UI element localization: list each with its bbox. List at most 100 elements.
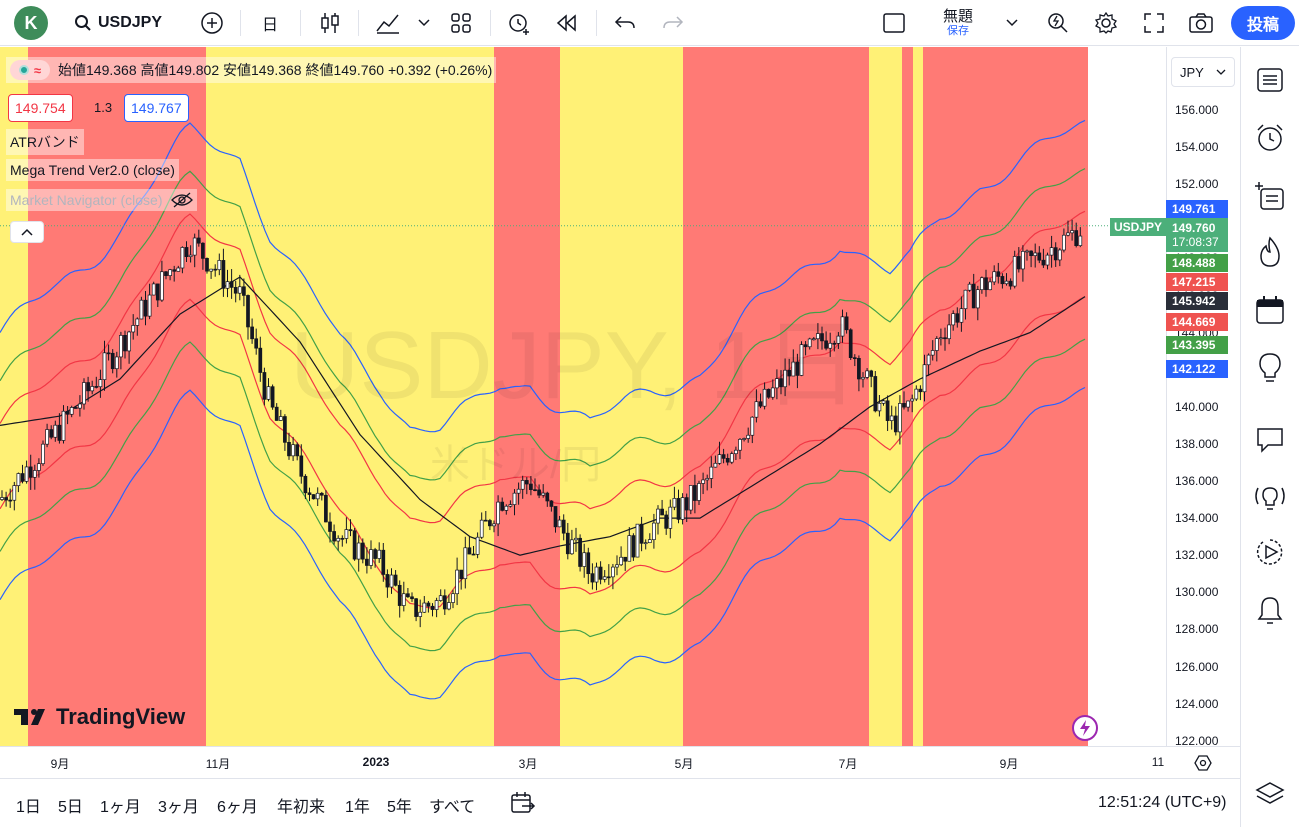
currency-select[interactable]: JPY <box>1171 57 1235 87</box>
buy-price-box[interactable]: 149.767 <box>124 94 189 122</box>
candle-body <box>934 338 939 351</box>
candle-body <box>447 602 451 610</box>
candle-body <box>816 333 820 340</box>
indicator-market-navigator[interactable]: Market Navigator (close) <box>6 189 197 211</box>
chevron-up-icon <box>21 228 33 236</box>
range-button[interactable]: 3ヶ月 <box>158 799 199 816</box>
goto-date-button[interactable] <box>510 791 536 820</box>
indicators-dropdown[interactable] <box>414 0 434 46</box>
candle-body <box>504 505 509 511</box>
candle-body <box>783 369 787 388</box>
snapshot-button[interactable] <box>1184 0 1218 46</box>
candle-body <box>885 400 890 421</box>
sell-price-box[interactable]: 149.754 <box>8 94 73 122</box>
candle-body <box>434 600 439 610</box>
candle-body <box>1041 259 1046 266</box>
alert-button[interactable] <box>502 0 536 46</box>
ideas-button[interactable] <box>1253 351 1287 385</box>
chart-type-button[interactable] <box>314 0 346 46</box>
indicator-atr-band[interactable]: ATRバンド <box>6 129 84 155</box>
candle-body <box>49 429 54 438</box>
candle-body <box>160 271 164 301</box>
quick-search-button[interactable] <box>1042 0 1074 46</box>
eye-off-icon[interactable] <box>170 192 193 208</box>
candle-body <box>106 352 111 355</box>
market-status-toggle[interactable]: ≈ <box>10 60 50 80</box>
streams-button[interactable] <box>1253 481 1287 515</box>
layout-select-button[interactable] <box>878 0 910 46</box>
price-chart[interactable] <box>0 47 1166 746</box>
range-button[interactable]: 6ヶ月 <box>217 799 258 816</box>
replay-button[interactable] <box>552 0 582 46</box>
candle-body <box>438 595 443 601</box>
chart-pane[interactable]: USDJPY, 1日 米ドル/円 ≈ 始値149.368 高値149.802 安… <box>0 47 1166 746</box>
price-badge-value: 149.760 <box>1172 220 1216 235</box>
layers-button[interactable] <box>1253 777 1287 811</box>
range-button[interactable]: 5年 <box>387 799 412 816</box>
candle-body <box>463 547 468 580</box>
candle-body <box>397 584 402 606</box>
interval-button[interactable]: 日 <box>261 17 278 34</box>
range-button[interactable]: 1ヶ月 <box>100 799 141 816</box>
currency-label: JPY <box>1180 64 1204 80</box>
indicators-button[interactable] <box>370 0 406 46</box>
post-button[interactable]: 投稿 <box>1231 6 1295 40</box>
object-tree-button[interactable] <box>1253 179 1287 213</box>
chats-button[interactable] <box>1253 423 1287 457</box>
lightning-icon <box>1080 720 1090 736</box>
range-button[interactable]: 5日 <box>58 799 83 816</box>
alerts-button[interactable] <box>1253 121 1287 155</box>
watchlist-button[interactable] <box>1253 63 1287 97</box>
hotlists-button[interactable] <box>1253 235 1287 269</box>
time-tick-label: 2023 <box>362 755 390 769</box>
candle-body <box>545 492 550 502</box>
candle-body <box>213 268 218 271</box>
price-axis[interactable]: JPY 156.000154.000152.000150.000148.0001… <box>1166 47 1240 748</box>
lightning-alert-button[interactable] <box>1072 715 1098 741</box>
price-tick-label: 138.000 <box>1175 436 1219 451</box>
candle-body <box>881 400 886 404</box>
range-button[interactable]: すべて <box>429 799 476 816</box>
templates-button[interactable] <box>446 0 476 46</box>
collapse-legend-button[interactable] <box>10 221 44 243</box>
atr-band-line <box>0 168 1086 481</box>
notifications-button[interactable] <box>1253 593 1287 627</box>
candle-body <box>1062 234 1066 251</box>
candle-body <box>647 539 652 544</box>
candle-body <box>553 506 558 528</box>
candle-body <box>586 552 591 575</box>
candle-body <box>287 441 291 457</box>
candle-body <box>947 324 951 340</box>
indicator-mega-trend[interactable]: Mega Trend Ver2.0 (close) <box>6 159 179 181</box>
layout-dropdown[interactable] <box>1002 0 1022 46</box>
range-button[interactable]: 1年 <box>345 799 370 816</box>
mega-trend-line <box>0 276 1086 556</box>
hexagon-settings-icon <box>1194 755 1212 771</box>
compare-button[interactable] <box>196 0 228 46</box>
candle-body <box>283 416 287 443</box>
undo-button[interactable] <box>610 0 640 46</box>
candle-body <box>69 407 74 415</box>
atr-band-line <box>0 338 1086 652</box>
candle-body <box>1000 276 1005 285</box>
redo-button[interactable] <box>658 0 688 46</box>
settings-button[interactable] <box>1090 0 1122 46</box>
candle-body <box>217 260 222 271</box>
calendar-button[interactable] <box>1253 293 1287 327</box>
fullscreen-button[interactable] <box>1138 0 1170 46</box>
range-button[interactable]: 年初来 <box>277 799 326 816</box>
range-button[interactable]: 1日 <box>16 799 41 816</box>
symbol-search-button[interactable]: USDJPY <box>74 0 174 46</box>
tradingview-logo[interactable]: TradingView <box>14 704 185 730</box>
candle-body <box>877 402 882 412</box>
user-avatar[interactable]: K <box>14 6 48 40</box>
candle-body <box>20 473 25 482</box>
candle-body <box>37 463 41 471</box>
candle-body <box>1025 250 1029 253</box>
replay-trading-button[interactable] <box>1253 535 1287 569</box>
axis-settings-button[interactable] <box>1190 751 1216 775</box>
time-axis[interactable]: 9月 11月 2023 3月 5月 7月 9月 11 <box>0 746 1240 778</box>
clock-timezone[interactable]: 12:51:24 (UTC+9) <box>1098 794 1227 811</box>
layout-name-button[interactable]: 無題 保存 <box>930 0 986 46</box>
price-tick-label: 156.000 <box>1175 103 1219 117</box>
